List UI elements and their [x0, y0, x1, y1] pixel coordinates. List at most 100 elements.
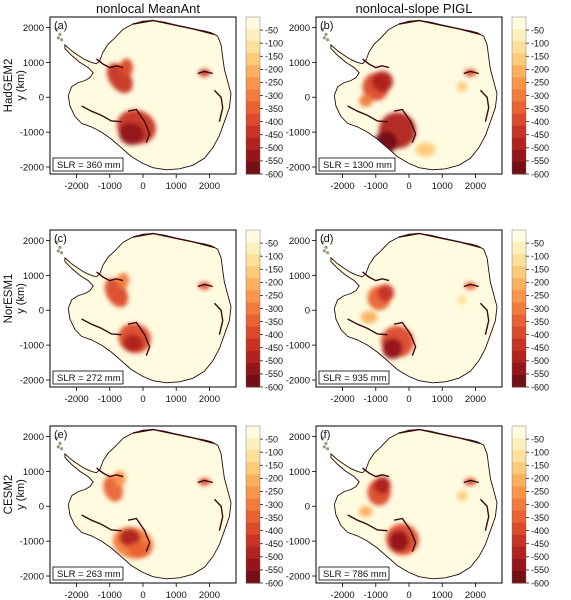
- colorbar-segment: [512, 137, 526, 151]
- colorbar-segment: [512, 426, 526, 439]
- slr-box: [52, 157, 124, 172]
- colorbar-segment: [512, 77, 526, 90]
- x-tick-label: 0: [406, 590, 411, 600]
- colorbar-segment: [512, 314, 526, 328]
- loss-region: [128, 542, 152, 558]
- colorbar-tick-label: -600: [531, 169, 549, 179]
- panel-label: (c): [54, 233, 67, 245]
- colorbar-segment: [246, 161, 260, 175]
- colorbar-tick-label: -50: [265, 238, 278, 248]
- colorbar-segment: [512, 290, 526, 303]
- colorbar-segment: [246, 426, 260, 439]
- loss-region: [415, 142, 436, 157]
- island: [58, 441, 62, 445]
- grounding-line: [81, 105, 122, 123]
- colorbar-tick-label: -400: [265, 330, 283, 340]
- loss-field: [103, 470, 211, 559]
- island: [60, 447, 64, 451]
- x-tick-label: 2000: [199, 590, 220, 600]
- x-tick-label: -2000: [330, 394, 354, 405]
- y-tick-label: 1000: [23, 271, 44, 282]
- x-tick-label: 2000: [199, 181, 220, 192]
- colorbar-tick-label: -200: [531, 65, 549, 75]
- colorbar-segment: [512, 498, 526, 512]
- loss-region: [118, 122, 144, 146]
- colorbar-tick-label: -600: [531, 382, 549, 392]
- colorbar-segment: [246, 362, 260, 376]
- colorbar-tick-label: -350: [265, 513, 283, 523]
- colorbar-segment: [246, 350, 260, 364]
- colorbar-tick-label: -100: [265, 447, 283, 457]
- row-label: CESM2: [3, 475, 15, 515]
- grounding-line: [197, 70, 213, 75]
- y-axis-label: y (km): [15, 479, 27, 510]
- colorbar-segment: [246, 278, 260, 291]
- grounding-line: [398, 428, 481, 445]
- ice-sheet: [64, 429, 232, 579]
- colorbar-segment: [512, 486, 526, 499]
- colorbar-tick-label: -300: [531, 304, 549, 314]
- panel-label: (a): [54, 20, 67, 32]
- colorbar-tick-label: -200: [265, 278, 283, 288]
- grounding-line: [213, 302, 224, 335]
- colorbar-segment: [246, 65, 260, 78]
- colorbar-segment: [246, 498, 260, 512]
- colorbar-segment: [246, 137, 260, 151]
- island: [324, 441, 328, 445]
- colorbar-segment: [512, 474, 526, 487]
- grounding-line: [96, 271, 124, 282]
- y-tick-label: -1000: [286, 128, 310, 139]
- colorbar-tick-label: -500: [265, 143, 283, 153]
- y-tick-label: 2000: [289, 23, 310, 34]
- colorbar-tick-label: -550: [531, 369, 549, 379]
- x-tick-label: 1000: [432, 181, 453, 192]
- island: [58, 32, 62, 37]
- colorbar-tick-label: -450: [531, 539, 549, 549]
- colorbar-segment: [246, 242, 260, 255]
- x-tick-label: -1000: [98, 394, 122, 405]
- colorbar-segment: [246, 338, 260, 352]
- colorbar-tick-label: -200: [531, 278, 549, 288]
- colorbar-segment: [512, 510, 526, 524]
- loss-region: [464, 478, 477, 486]
- loss-region: [119, 58, 133, 77]
- loss-region: [360, 310, 378, 324]
- island: [55, 240, 59, 244]
- colorbar-tick-label: -450: [265, 539, 283, 549]
- ice-sheet: [330, 20, 497, 170]
- colorbar-segment: [512, 41, 526, 54]
- colorbar-segment: [246, 113, 260, 127]
- colorbar-segment: [512, 522, 526, 536]
- panel-e: (e)SLR = 263 mm-2000 -1000 0 1000 2000200010…: [3, 425, 283, 600]
- y-tick-label: 0: [305, 306, 310, 317]
- y-axis-label: y (km): [15, 70, 27, 101]
- colorbar-segment: [246, 326, 260, 340]
- colorbar-segment: [246, 534, 260, 548]
- y-tick-label: 1000: [289, 467, 310, 478]
- loss-region: [374, 476, 391, 494]
- loss-region: [198, 478, 211, 486]
- x-tick-label: 0: [406, 181, 411, 192]
- grounding-line: [479, 498, 490, 531]
- island: [60, 251, 64, 255]
- x-tick-label: 0: [406, 394, 411, 405]
- colorbar-tick-label: -250: [531, 78, 549, 88]
- grounding-line: [127, 517, 151, 552]
- colorbar-segment: [512, 546, 526, 560]
- coastline: [64, 429, 232, 580]
- colorbar-tick-label: -250: [265, 291, 283, 301]
- colorbar-segment: [246, 438, 260, 451]
- colorbar-tick-label: -150: [531, 265, 549, 275]
- grounding-line: [398, 19, 481, 36]
- colorbar-tick-label: -500: [531, 143, 549, 153]
- y-tick-label: 1000: [289, 58, 310, 69]
- y-tick-label: -2000: [20, 376, 44, 387]
- grounding-line: [463, 479, 479, 484]
- panel-d: (d)SLR = 935 mm-2000 -1000 0 1000 2000200010…: [286, 229, 549, 405]
- colorbar-tick-label: -200: [265, 65, 283, 75]
- grounding-line: [127, 321, 151, 356]
- colorbar-segment: [512, 302, 526, 316]
- colorbar-tick-label: -500: [531, 356, 549, 366]
- loss-region: [119, 528, 141, 547]
